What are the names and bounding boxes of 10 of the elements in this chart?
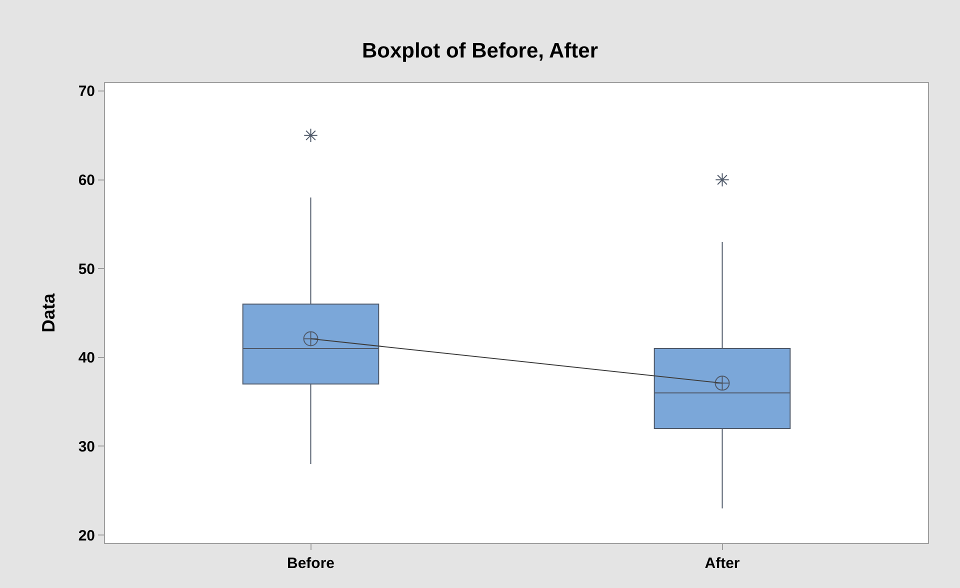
x-tick-label: Before [286, 555, 335, 572]
y-tick-label: 40 [78, 350, 95, 367]
y-tick-label: 60 [78, 172, 95, 190]
y-tick-label: 70 [78, 83, 95, 100]
y-tick-label: 50 [78, 260, 95, 278]
y-tick-label: 30 [78, 438, 95, 456]
chart-title: Boxplot of Before, After [362, 39, 598, 62]
y-axis-title: Data [38, 292, 59, 333]
x-tick-label: After [704, 555, 740, 572]
y-tick-label: 20 [78, 527, 95, 544]
